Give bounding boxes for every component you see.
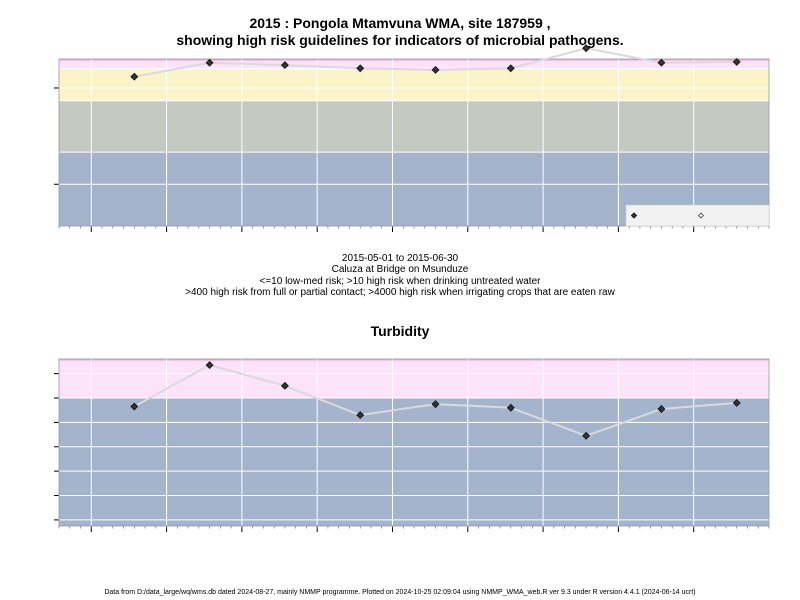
plot-border — [58, 358, 770, 527]
data-point-marker — [280, 61, 289, 70]
chart-title-line-2: showing high risk guidelines for indicat… — [176, 32, 624, 48]
data-point-marker — [356, 64, 365, 73]
data-point-marker — [506, 403, 515, 412]
turbidity-title: Turbidity — [370, 323, 430, 339]
data-point-marker — [732, 57, 741, 66]
legend-box — [625, 204, 770, 227]
legend-marker-faecal — [698, 212, 704, 219]
data-point-marker — [130, 402, 139, 411]
plot-border — [58, 58, 770, 227]
data-point-marker — [205, 361, 214, 370]
caption-drinking-guideline: <=10 low-med risk; >10 high risk when dr… — [259, 276, 541, 287]
data-point-marker — [582, 44, 591, 53]
microbial-chart — [54, 44, 770, 232]
data-point-marker — [657, 405, 666, 413]
chart-title-line-1: 2015 : Pongola Mtamvuna WMA, site 187959… — [249, 15, 551, 31]
caption-date-range: 2015-05-01 to 2015-06-30 — [341, 253, 459, 264]
risk-band-0 — [59, 398, 769, 526]
data-point-marker — [582, 431, 591, 440]
data-point-marker — [506, 64, 515, 73]
turbidity-chart — [54, 358, 770, 532]
data-point-marker — [280, 381, 289, 390]
risk-band-1 — [59, 359, 769, 399]
data-point-marker — [431, 400, 440, 409]
data-point-marker — [130, 72, 139, 81]
risk-band-1 — [59, 100, 769, 153]
risk-band-3 — [59, 59, 769, 69]
data-point-marker — [732, 398, 741, 407]
risk-band-2 — [59, 68, 769, 101]
data-point-marker — [205, 58, 214, 67]
data-point-marker — [657, 58, 666, 67]
footer-note: Data from D:/data_large/wq/wms.db dated … — [104, 589, 696, 596]
caption-site-name: Caluza at Bridge on Msunduze — [331, 264, 469, 275]
data-point-marker — [431, 65, 440, 74]
data-point-marker — [356, 411, 365, 420]
caption-contact-guideline: >400 high risk from full or partial cont… — [185, 287, 615, 298]
legend-marker-ecoli — [630, 212, 638, 219]
